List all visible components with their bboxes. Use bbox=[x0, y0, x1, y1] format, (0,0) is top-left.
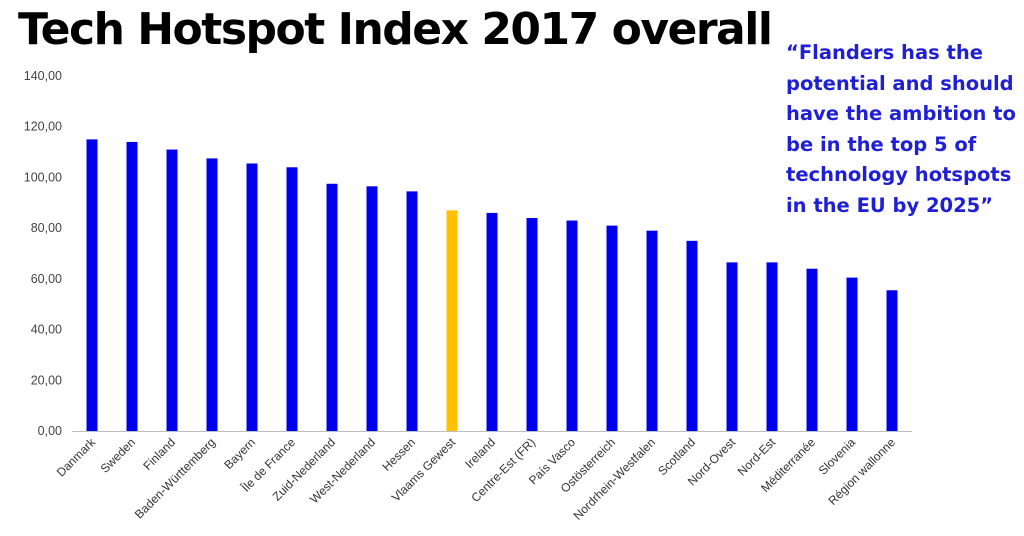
bar bbox=[606, 225, 618, 431]
bar bbox=[286, 167, 298, 432]
bar bbox=[726, 262, 738, 431]
bars bbox=[86, 139, 898, 432]
bar bbox=[526, 218, 538, 431]
bar bbox=[246, 163, 258, 431]
bar bbox=[686, 240, 698, 431]
bar bbox=[326, 183, 338, 431]
y-tick-label: 0,00 bbox=[38, 424, 62, 438]
y-tick-label: 20,00 bbox=[31, 373, 62, 387]
bar bbox=[446, 210, 458, 431]
x-tick-label: Danmark bbox=[54, 435, 99, 480]
y-tick-label: 100,00 bbox=[24, 170, 62, 184]
bar bbox=[886, 290, 898, 431]
bar bbox=[486, 212, 498, 431]
x-tick-label: Hessen bbox=[379, 435, 418, 474]
bar bbox=[166, 149, 178, 432]
bar bbox=[126, 141, 138, 431]
bar bbox=[806, 268, 818, 431]
y-tick-label: 60,00 bbox=[31, 272, 62, 286]
quote-text: “Flanders has the potential and should h… bbox=[786, 41, 1016, 217]
bar bbox=[86, 139, 98, 431]
y-tick-label: 120,00 bbox=[24, 120, 62, 134]
y-tick-label: 80,00 bbox=[31, 221, 62, 235]
y-axis: 0,00 20,00 40,00 60,00 80,00 100,00 120,00 140,… bbox=[24, 69, 62, 438]
x-tick-label: Bayern bbox=[221, 435, 258, 472]
x-tick-label: Sweden bbox=[98, 435, 139, 476]
y-tick-label: 40,00 bbox=[31, 323, 62, 337]
bar bbox=[406, 191, 418, 431]
bar bbox=[646, 230, 658, 431]
bar bbox=[566, 220, 578, 431]
bar bbox=[366, 186, 378, 431]
x-tick-label: Finland bbox=[140, 435, 178, 473]
bar bbox=[206, 158, 218, 432]
bar bbox=[766, 262, 778, 431]
y-tick-label: 140,00 bbox=[24, 69, 62, 83]
chart-title: Tech Hotspot Index 2017 overall bbox=[18, 4, 773, 55]
x-tick-label: Ireland bbox=[462, 435, 498, 471]
bar bbox=[846, 277, 858, 431]
